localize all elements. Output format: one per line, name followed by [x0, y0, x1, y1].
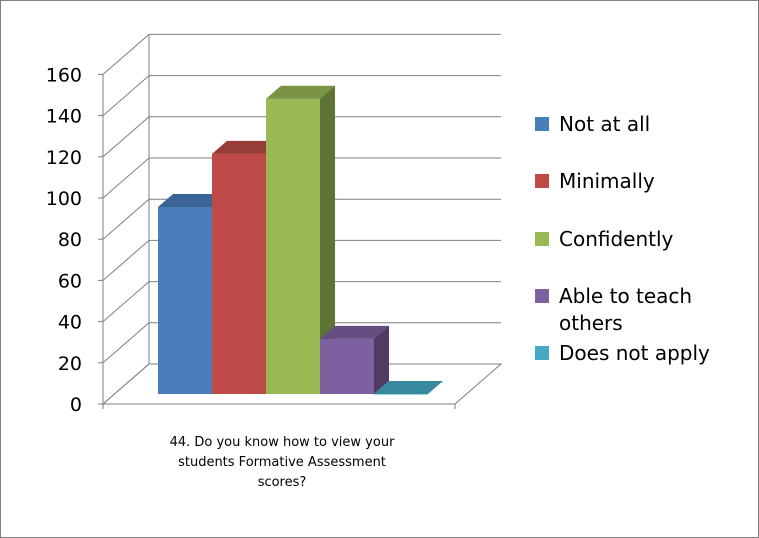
- legend-label: Minimally: [559, 169, 655, 193]
- gridline-side: [102, 322, 150, 364]
- x-axis-category-label: 44. Do you know how to view your students…: [170, 435, 396, 490]
- legend-label: Confidently: [559, 227, 674, 251]
- legend: Not at all Minimally Confidently Able to te…: [535, 112, 710, 365]
- legend-item: Able to teach others: [535, 284, 692, 335]
- legend-item: Minimally: [535, 169, 655, 193]
- bar-side-face: [374, 325, 389, 394]
- gridline-side: [102, 34, 150, 75]
- gridline-side: [102, 281, 150, 322]
- legend-item: Does not apply: [535, 341, 710, 365]
- bar-top-face: [158, 193, 227, 207]
- legend-label: others: [559, 311, 623, 335]
- category-label-line: 44. Do you know how to view your: [170, 435, 396, 450]
- category-label-line: scores?: [258, 475, 307, 490]
- legend-swatch: [535, 117, 549, 131]
- legend-label: Does not apply: [559, 341, 710, 365]
- legend-swatch: [535, 346, 549, 360]
- gridline-side: [102, 75, 150, 116]
- bar-top-face: [374, 381, 443, 394]
- bar-able-to-teach-others[interactable]: [320, 325, 389, 394]
- legend-swatch: [535, 289, 549, 303]
- y-tick-label: 100: [46, 188, 82, 210]
- bar-not-at-all[interactable]: [158, 193, 227, 394]
- legend-swatch: [535, 232, 549, 246]
- bar-top-face: [320, 325, 389, 339]
- legend-item: Confidently: [535, 227, 674, 251]
- bar-top-face: [212, 140, 281, 154]
- y-tick-label: 120: [46, 147, 82, 169]
- bars: [158, 85, 443, 395]
- y-axis-tick-labels: 0 20 40 60 80 100 120 140 160: [46, 64, 82, 416]
- y-tick-label: 80: [58, 229, 82, 251]
- legend-label: Able to teach: [559, 284, 692, 308]
- legend-label: Not at all: [559, 112, 650, 136]
- y-tick-label: 140: [46, 106, 82, 128]
- category-label-line: students Formative Assessment: [178, 455, 386, 470]
- bar-confidently[interactable]: [266, 85, 335, 394]
- bar-does-not-apply[interactable]: [374, 381, 443, 395]
- legend-swatch: [535, 174, 549, 188]
- y-tick-label: 160: [46, 64, 82, 86]
- gridline-side: [102, 116, 150, 158]
- bar-top-face: [266, 85, 335, 99]
- bar-front-face: [320, 338, 374, 394]
- bar-front-face: [374, 394, 428, 395]
- bar-front-face: [212, 153, 266, 394]
- y-tick-label: 20: [58, 353, 82, 375]
- bar-front-face: [266, 98, 320, 394]
- bar-side-face: [320, 85, 335, 394]
- y-tick-label: 0: [70, 394, 82, 416]
- y-tick-label: 60: [58, 270, 82, 292]
- bar-front-face: [158, 206, 212, 394]
- legend-item: Not at all: [535, 112, 650, 136]
- gridline-side: [102, 157, 150, 199]
- axes: [98, 34, 456, 409]
- gridline-side: [102, 363, 150, 405]
- gridline-side: [102, 198, 150, 240]
- gridline-side: [102, 240, 150, 281]
- y-tick-label: 40: [58, 312, 82, 334]
